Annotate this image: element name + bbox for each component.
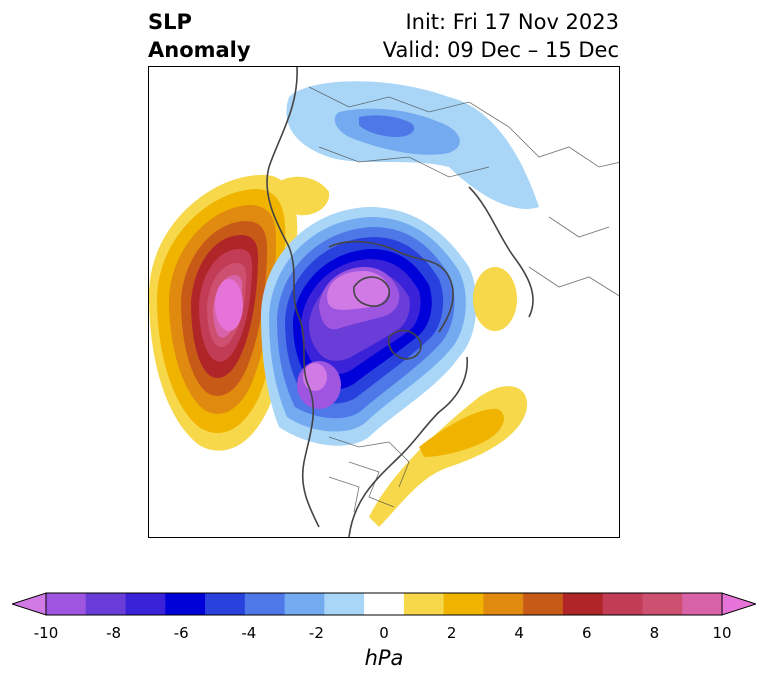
coastlines: [266, 67, 534, 537]
valid-range: Valid: 09 Dec – 15 Dec: [382, 38, 619, 62]
anomaly-map: [149, 67, 619, 537]
colorbar-segment: [682, 593, 723, 615]
colorbar-segment: [642, 593, 683, 615]
colorbar-segment: [562, 593, 604, 615]
colorbar-segment: [602, 593, 643, 615]
colorbar-units: hPa: [364, 646, 404, 670]
colorbar-tick-label: -6: [173, 624, 189, 642]
colorbar-tick-label: 2: [446, 624, 457, 642]
colorbar-segment: [364, 593, 405, 615]
colorbar-segment: [205, 593, 246, 615]
colorbar-segment: [443, 593, 484, 615]
political-borders: [308, 86, 619, 513]
colorbar-segment: [125, 593, 166, 615]
init-date: Init: Fri 17 Nov 2023: [405, 10, 619, 34]
map-title: SLP Anomaly: [148, 8, 251, 64]
colorbar-segment: [85, 593, 127, 615]
colorbar-tick-label: 0: [379, 624, 389, 642]
colorbar-tick-label: 8: [649, 624, 660, 642]
colorbar: [12, 592, 756, 616]
colorbar-segment: [403, 593, 445, 615]
colorbar-tick-label: -10: [33, 624, 59, 642]
colorbar-tick-label: 6: [582, 624, 592, 642]
colorbar-extend-high: [721, 592, 756, 616]
north-pacific-high: [149, 174, 298, 451]
map-panel: [148, 66, 620, 538]
siberia-low: [286, 81, 539, 209]
colorbar-segment: [523, 593, 564, 615]
eastern-us-high: [369, 386, 528, 527]
colorbar-extend-low: [12, 592, 47, 616]
colorbar-outline: [45, 592, 723, 616]
colorbar-segment: [244, 593, 286, 615]
scandinavia-high: [278, 176, 517, 331]
colorbar-segment: [324, 593, 365, 615]
colorbar-segment: [284, 593, 325, 615]
colorbar-segments: [46, 593, 723, 615]
colorbar-tick-label: 10: [712, 624, 732, 642]
colorbar-segment: [483, 593, 524, 615]
colorbar-tick-label: -2: [308, 624, 324, 642]
arctic-low: [261, 207, 477, 446]
colorbar-tick-label: 4: [514, 624, 524, 642]
title-line-1: SLP: [148, 10, 192, 34]
colorbar-tick-label: -8: [106, 624, 122, 642]
colorbar-tick-label: -4: [241, 624, 257, 642]
title-line-2: Anomaly: [148, 38, 251, 62]
colorbar-segment: [165, 593, 206, 615]
colorbar-segment: [46, 593, 87, 615]
map-dates: Init: Fri 17 Nov 2023 Valid: 09 Dec – 15…: [383, 8, 619, 64]
